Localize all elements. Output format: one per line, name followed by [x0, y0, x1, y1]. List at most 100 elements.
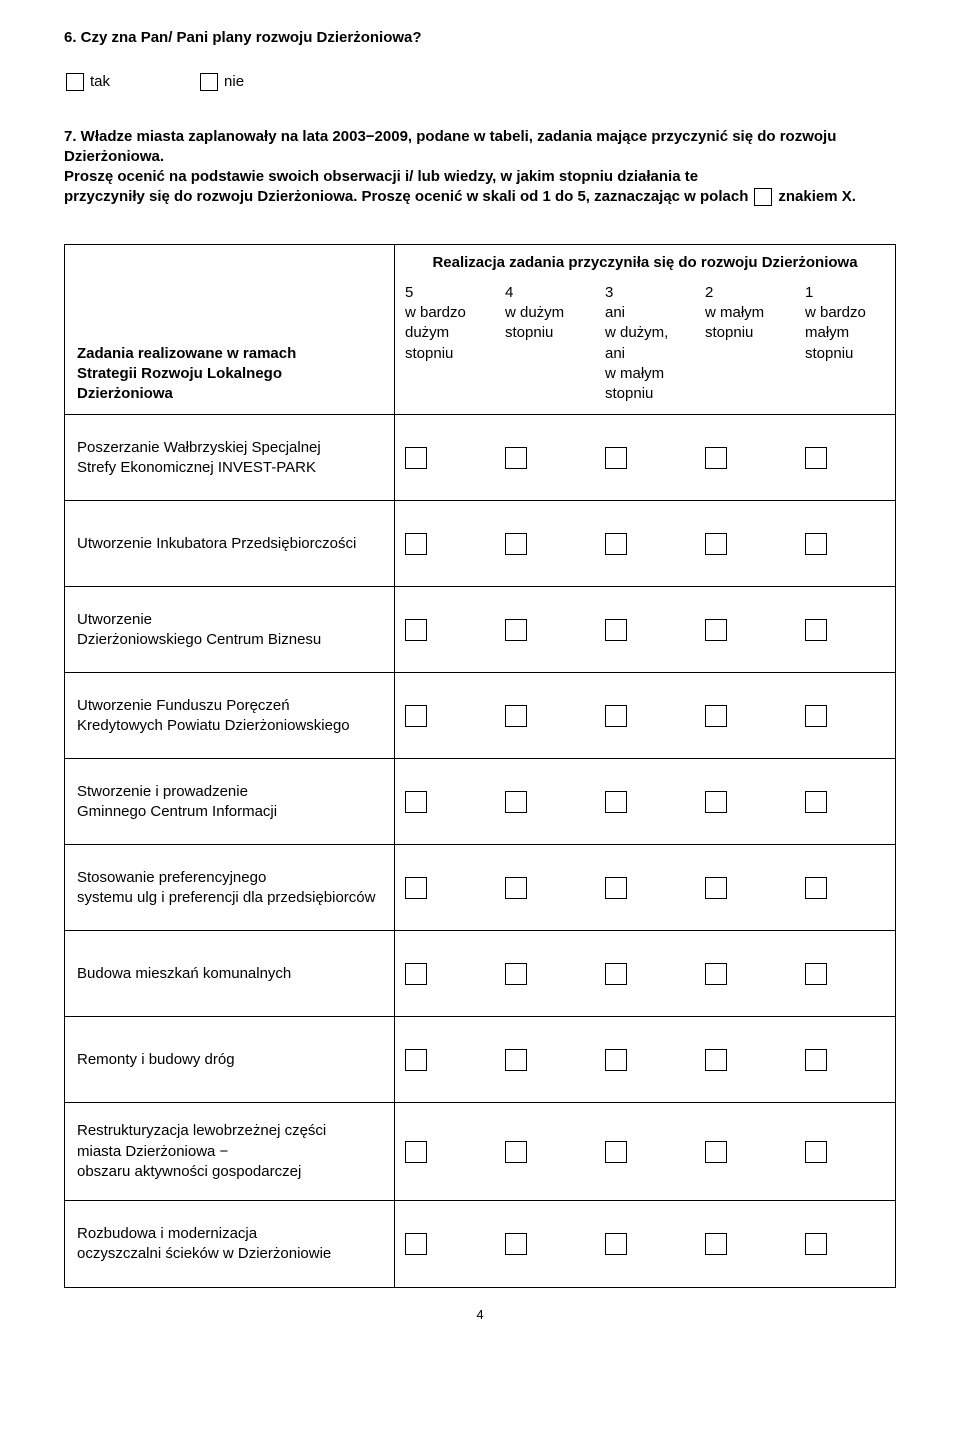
rating-checkbox[interactable]: [505, 963, 527, 985]
col-l1: w bardzo: [805, 303, 885, 323]
no-option: nie: [200, 72, 244, 92]
rating-checkbox[interactable]: [405, 533, 427, 555]
checkbox-inline-icon: [754, 188, 772, 206]
rating-cell: [795, 673, 895, 758]
rating-checkbox[interactable]: [605, 1141, 627, 1163]
rating-cell: [395, 1103, 495, 1200]
col-l1: w bardzo: [405, 303, 485, 323]
row-label: Budowa mieszkań komunalnych: [65, 931, 395, 1016]
rating-checkbox[interactable]: [805, 533, 827, 555]
rating-checkbox[interactable]: [705, 963, 727, 985]
row-label: Stosowanie preferencyjnego systemu ulg i…: [65, 845, 395, 930]
table-row: Rozbudowa i modernizacja oczyszczalni śc…: [65, 1201, 895, 1287]
rating-checkbox[interactable]: [505, 1141, 527, 1163]
rating-checkbox[interactable]: [705, 533, 727, 555]
rating-cell: [395, 845, 495, 930]
rating-cell: [495, 501, 595, 586]
rating-cell: [395, 673, 495, 758]
rating-cell: [495, 415, 595, 500]
rating-checkbox[interactable]: [605, 791, 627, 813]
rating-checkbox[interactable]: [805, 705, 827, 727]
rating-checkbox[interactable]: [705, 791, 727, 813]
rating-checkbox[interactable]: [405, 877, 427, 899]
rating-checkbox[interactable]: [605, 877, 627, 899]
row-cells: [395, 1017, 895, 1102]
rating-checkbox[interactable]: [705, 1233, 727, 1255]
col-5: 5 w bardzo dużym stopniu: [395, 283, 495, 415]
row-cells: [395, 759, 895, 844]
rating-checkbox[interactable]: [605, 963, 627, 985]
rating-checkbox[interactable]: [405, 1049, 427, 1071]
rating-checkbox[interactable]: [805, 447, 827, 469]
rating-checkbox[interactable]: [505, 447, 527, 469]
col-l2: dużym: [405, 323, 485, 343]
rating-checkbox[interactable]: [705, 1049, 727, 1071]
row-label: Remonty i budowy dróg: [65, 1017, 395, 1102]
col-l1: ani: [605, 303, 685, 323]
question-7-block: 7. Władze miasta zaplanowały na lata 200…: [64, 127, 896, 208]
rating-checkbox[interactable]: [405, 705, 427, 727]
rating-checkbox[interactable]: [505, 877, 527, 899]
rating-checkbox[interactable]: [605, 1233, 627, 1255]
table-header: Zadania realizowane w ramach Strategii R…: [65, 245, 895, 416]
row-label: Utworzenie Inkubatora Przedsiębiorczości: [65, 501, 395, 586]
col-num: 3: [605, 283, 685, 303]
rating-cell: [695, 587, 795, 672]
rating-checkbox[interactable]: [405, 1233, 427, 1255]
table-row: Poszerzanie Wałbrzyskiej Specjalnej Stre…: [65, 415, 895, 501]
col-l1: w dużym: [505, 303, 585, 323]
rating-checkbox[interactable]: [805, 1141, 827, 1163]
rating-checkbox[interactable]: [605, 1049, 627, 1071]
row-cells: [395, 1201, 895, 1287]
rating-checkbox[interactable]: [705, 619, 727, 641]
rating-checkbox[interactable]: [605, 447, 627, 469]
rating-cell: [595, 673, 695, 758]
rating-cell: [595, 415, 695, 500]
rating-checkbox[interactable]: [805, 877, 827, 899]
rating-checkbox[interactable]: [405, 963, 427, 985]
rating-checkbox[interactable]: [505, 791, 527, 813]
rating-cell: [495, 759, 595, 844]
rating-checkbox[interactable]: [505, 533, 527, 555]
rating-checkbox[interactable]: [805, 1049, 827, 1071]
rating-checkbox[interactable]: [805, 791, 827, 813]
rating-cell: [695, 673, 795, 758]
rating-checkbox[interactable]: [705, 877, 727, 899]
question-6-title: 6. Czy zna Pan/ Pani plany rozwoju Dzier…: [64, 28, 896, 48]
table-row: Remonty i budowy dróg: [65, 1017, 895, 1103]
rating-checkbox[interactable]: [805, 963, 827, 985]
checkbox-yes[interactable]: [66, 73, 84, 91]
rating-checkbox[interactable]: [805, 1233, 827, 1255]
table-row: Stworzenie i prowadzenie Gminnego Centru…: [65, 759, 895, 845]
rating-checkbox[interactable]: [605, 705, 627, 727]
col-num: 4: [505, 283, 585, 303]
rating-checkbox[interactable]: [505, 705, 527, 727]
rating-checkbox[interactable]: [405, 791, 427, 813]
row-label: Restrukturyzacja lewobrzeżnej części mia…: [65, 1103, 395, 1200]
rating-cell: [595, 587, 695, 672]
rating-checkbox[interactable]: [605, 619, 627, 641]
row-cells: [395, 1103, 895, 1200]
rating-cell: [495, 845, 595, 930]
rating-checkbox[interactable]: [605, 533, 627, 555]
rating-checkbox[interactable]: [805, 619, 827, 641]
rating-checkbox[interactable]: [405, 619, 427, 641]
rating-checkbox[interactable]: [505, 619, 527, 641]
rating-cell: [695, 1103, 795, 1200]
rating-checkbox[interactable]: [705, 447, 727, 469]
rating-cell: [595, 931, 695, 1016]
rating-checkbox[interactable]: [505, 1049, 527, 1071]
rating-checkbox[interactable]: [405, 447, 427, 469]
rating-checkbox[interactable]: [705, 1141, 727, 1163]
rating-checkbox[interactable]: [405, 1141, 427, 1163]
rating-cell: [595, 845, 695, 930]
rating-cell: [495, 587, 595, 672]
rating-cell: [695, 1017, 795, 1102]
rating-cell: [395, 587, 495, 672]
rating-cell: [595, 501, 695, 586]
rating-checkbox[interactable]: [505, 1233, 527, 1255]
checkbox-no[interactable]: [200, 73, 218, 91]
rating-checkbox[interactable]: [705, 705, 727, 727]
yes-label: tak: [90, 72, 110, 92]
row-label: Utworzenie Dzierżoniowskiego Centrum Biz…: [65, 587, 395, 672]
